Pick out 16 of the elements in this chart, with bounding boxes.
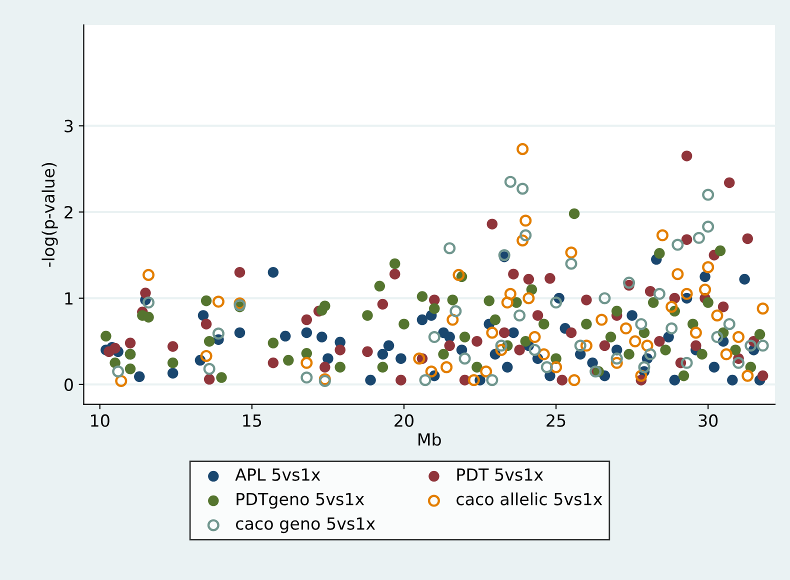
x-tick-label: 20 — [394, 414, 414, 427]
legend-label: APL 5vs1x — [235, 468, 320, 481]
y-tick-label: 2 — [64, 206, 72, 218]
legend-label: PDTgeno 5vs1x — [236, 492, 364, 509]
y-axis-title: -log(p-value) — [42, 162, 58, 267]
y-tick-label: 3 — [64, 120, 73, 132]
y-tick-label: 0 — [64, 378, 73, 391]
x-tick-label: 10 — [91, 414, 110, 427]
legend-label: PDT 5vs1x — [457, 468, 544, 481]
legend-label: caco allelic 5vs1x — [456, 492, 602, 506]
legend-label: caco geno 5vs1x — [236, 517, 376, 534]
x-tick-label: 25 — [546, 414, 566, 427]
x-axis-title: Mb — [418, 432, 441, 446]
x-tick-label: 30 — [698, 414, 718, 427]
x-tick-label: 15 — [243, 414, 262, 427]
y-tick-label: 1 — [65, 292, 72, 305]
